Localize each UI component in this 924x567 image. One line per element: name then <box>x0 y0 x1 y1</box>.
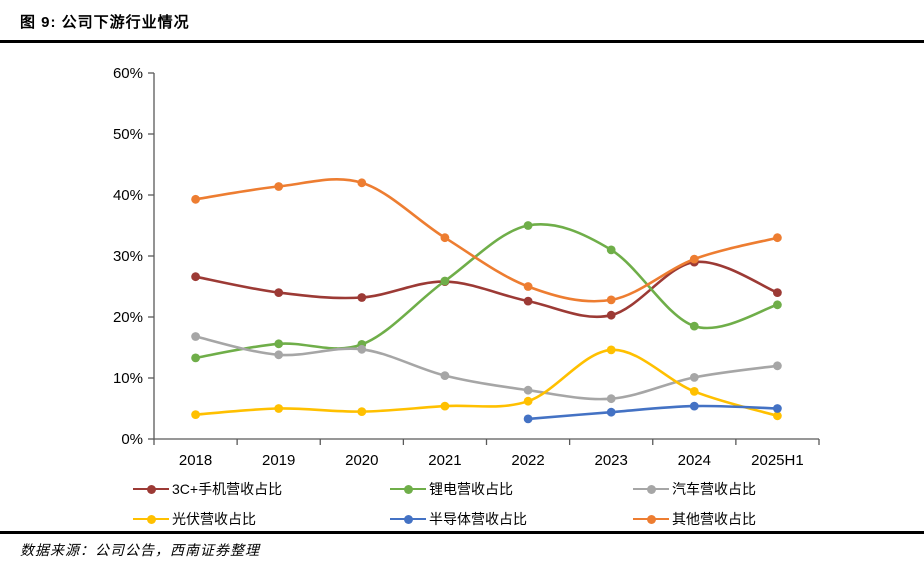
data-point-marker <box>523 396 533 406</box>
data-point-marker <box>523 296 533 306</box>
legend-label: 汽车营收占比 <box>672 481 756 497</box>
data-point-marker <box>773 411 782 421</box>
legend-item-photovoltaic: 光伏营收占比 <box>133 508 256 530</box>
x-tick-label: 2018 <box>179 452 212 469</box>
series-line <box>194 178 779 303</box>
legend-item-3c-phone: 3C+手机营收占比 <box>133 478 282 500</box>
data-point-marker <box>689 321 699 331</box>
legend-label: 光伏营收占比 <box>172 511 256 527</box>
axes: 0% 10% 20% 30% 40% 50% 60% 2018 2019 2020 2021 2022… <box>113 65 820 469</box>
legend-line-dot-icon <box>633 514 669 524</box>
data-point-marker <box>191 272 201 282</box>
data-point-marker <box>689 373 699 382</box>
data-point-marker <box>773 361 782 371</box>
data-point-marker <box>191 332 201 341</box>
series-光伏营收占比 <box>191 345 782 421</box>
legend-line-dot-icon <box>633 484 669 494</box>
data-point-marker <box>440 276 450 286</box>
legend-line-dot-icon <box>390 514 426 524</box>
y-tick-label: 30% <box>113 248 143 265</box>
data-point-marker <box>274 339 284 349</box>
data-point-marker <box>191 410 201 419</box>
series-line <box>194 335 779 401</box>
data-point-marker <box>606 345 616 355</box>
x-tick-label: 2025H1 <box>751 452 804 469</box>
data-point-marker <box>773 404 782 413</box>
data-point-marker <box>440 233 450 243</box>
legend-line-dot-icon <box>133 484 169 494</box>
data-point-marker <box>689 387 699 396</box>
data-point-marker <box>357 293 367 302</box>
series-汽车营收占比 <box>191 332 782 404</box>
footer-divider-rule <box>0 531 924 534</box>
data-point-marker <box>357 407 367 416</box>
x-tick-label: 2023 <box>595 452 628 469</box>
data-point-marker <box>689 401 699 411</box>
series-3C+手机营收占比 <box>191 257 782 320</box>
data-point-marker <box>191 353 201 363</box>
data-point-marker <box>274 404 284 413</box>
legend-item-semiconductor: 半导体营收占比 <box>390 508 527 530</box>
figure-title: 图 9: 公司下游行业情况 <box>20 14 190 31</box>
x-tick-label: 2021 <box>428 452 461 469</box>
data-point-marker <box>523 414 533 424</box>
series-其他营收占比 <box>191 178 782 305</box>
data-point-marker <box>773 288 782 297</box>
data-point-marker <box>523 221 533 230</box>
legend-label: 其他营收占比 <box>672 511 756 527</box>
data-point-marker <box>523 385 533 395</box>
series-锂电营收占比 <box>191 221 782 363</box>
data-point-marker <box>606 245 616 255</box>
series-line <box>194 348 779 418</box>
y-tick-label: 40% <box>113 187 143 204</box>
data-point-marker <box>440 401 450 411</box>
legend-line-dot-icon <box>133 514 169 524</box>
y-tick-label: 20% <box>113 309 143 326</box>
data-point-marker <box>689 254 699 264</box>
data-point-marker <box>357 344 367 354</box>
y-tick-label: 10% <box>113 370 143 387</box>
series-line <box>194 260 779 319</box>
legend-label: 锂电营收占比 <box>429 481 513 497</box>
series-半导体营收占比 <box>523 401 782 424</box>
title-divider-rule <box>0 40 924 43</box>
data-point-marker <box>773 233 782 243</box>
data-point-marker <box>274 182 284 191</box>
data-point-marker <box>440 371 450 380</box>
x-tick-label: 2024 <box>678 452 711 469</box>
data-point-marker <box>191 194 201 204</box>
legend-label: 半导体营收占比 <box>429 511 527 527</box>
y-tick-label: 60% <box>113 65 143 82</box>
legend-item-other: 其他营收占比 <box>633 508 756 530</box>
data-point-marker <box>274 350 284 360</box>
legend-label: 3C+手机营收占比 <box>172 481 283 497</box>
series-line <box>526 404 779 421</box>
legend-item-auto: 汽车营收占比 <box>633 478 756 500</box>
legend-item-lithium: 锂电营收占比 <box>390 478 513 500</box>
data-point-marker <box>606 310 616 320</box>
data-point-marker <box>606 407 616 417</box>
data-point-marker <box>357 178 367 188</box>
legend-line-dot-icon <box>390 484 426 494</box>
x-tick-label: 2020 <box>345 452 378 469</box>
series-line <box>194 223 779 360</box>
data-point-marker <box>274 288 284 297</box>
data-point-marker <box>606 394 616 404</box>
y-tick-label: 0% <box>121 431 143 448</box>
data-point-marker <box>606 295 616 305</box>
data-point-marker <box>523 282 533 291</box>
x-tick-label: 2019 <box>262 452 295 469</box>
data-point-marker <box>773 300 782 310</box>
data-source-note: 数据来源：公司公告，西南证券整理 <box>20 544 260 559</box>
line-chart: 0% 10% 20% 30% 40% 50% 60% 2018 2019 2020 2021 2022… <box>113 65 820 469</box>
y-tick-label: 50% <box>113 126 143 143</box>
x-tick-label: 2022 <box>511 452 544 469</box>
